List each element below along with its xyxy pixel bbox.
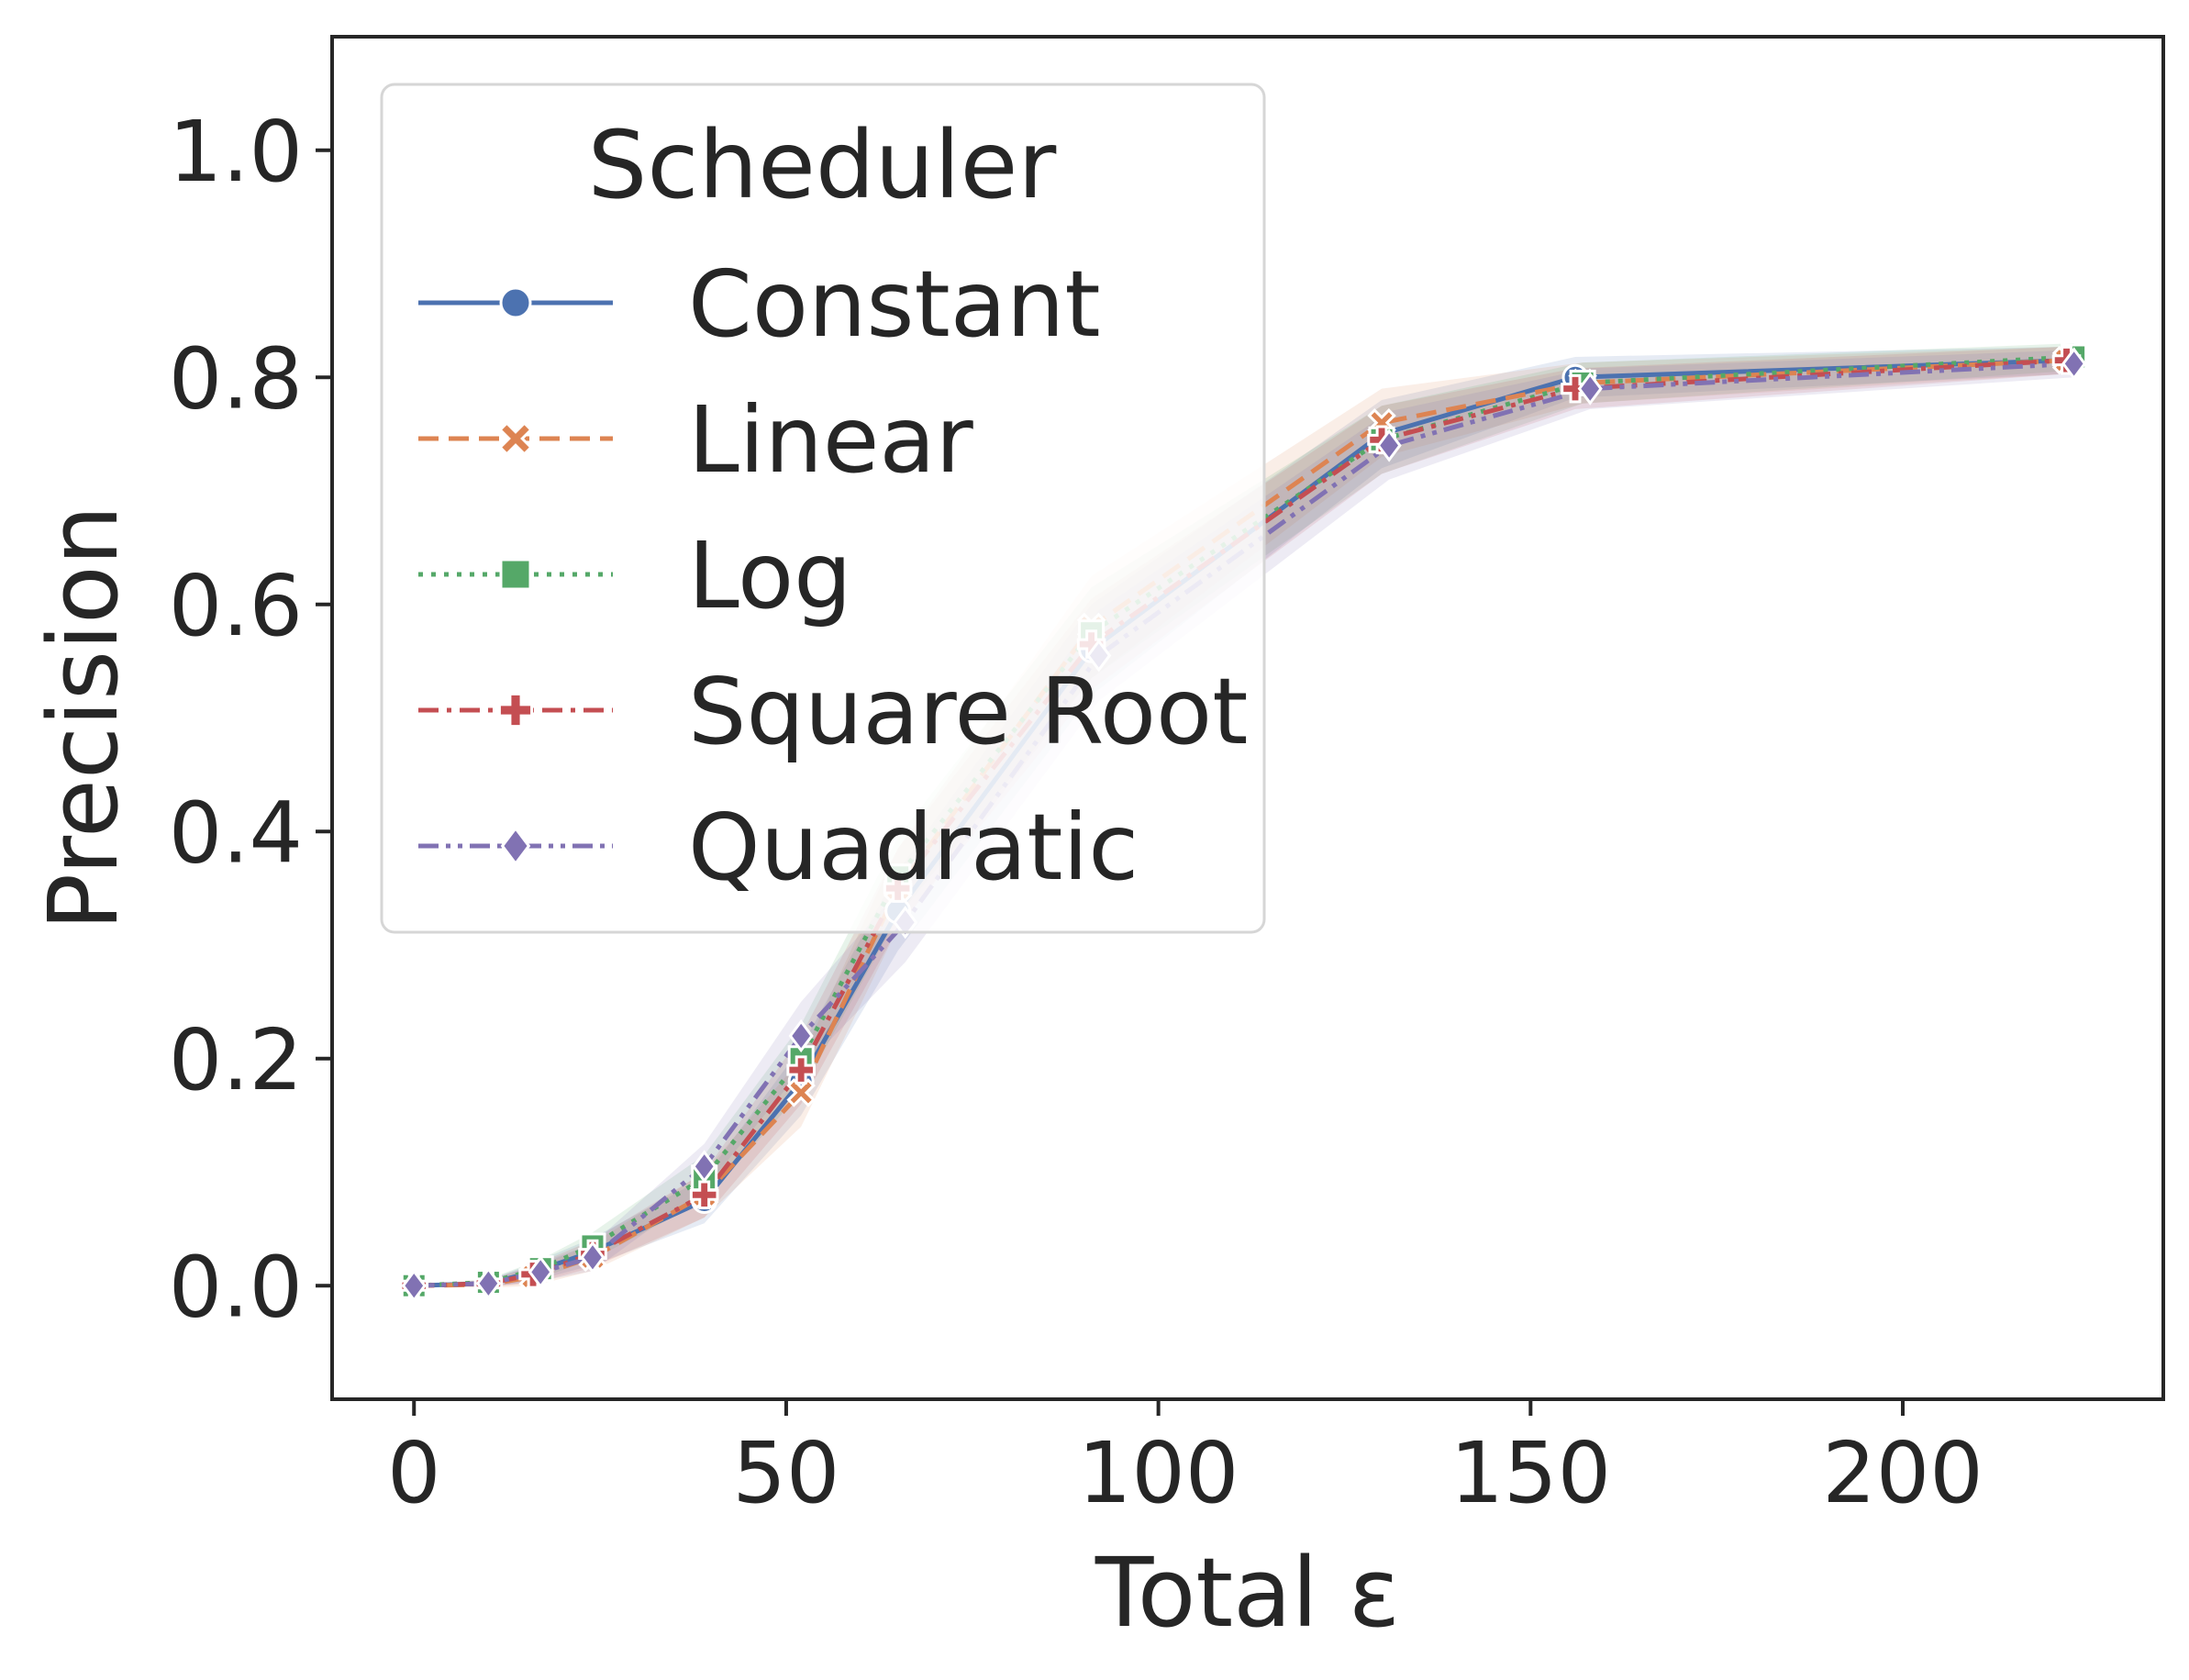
point-square-root [689, 1180, 719, 1210]
legend-item-square-root: Square Root [418, 658, 1248, 765]
y-tick-label: 1.0 [169, 103, 303, 201]
legend-item-constant: Constant [418, 250, 1101, 358]
legend-title: Scheduler [588, 111, 1057, 220]
y-tick-label: 0.6 [169, 557, 303, 655]
point-quadratic [528, 1255, 553, 1289]
point-quadratic [401, 1269, 427, 1303]
y-axis-title: Precision [28, 505, 139, 930]
y-tick-label: 0.0 [169, 1238, 303, 1336]
legend-item-linear: Linear [418, 386, 974, 494]
point-quadratic [1376, 428, 1402, 462]
legend: Scheduler Constant Linear Log Square Root Qu… [380, 83, 1266, 934]
legend-entries: Constant Linear Log Square Root Quadratic [418, 250, 1248, 901]
y-axis-ticks: 0.0 0.2 0.4 0.6 0.8 1.0 [169, 103, 332, 1336]
legend-label-quadratic: Quadratic [688, 794, 1139, 901]
legend-marker-square-root [497, 692, 534, 729]
band-linear [414, 346, 2067, 1288]
legend-label-log: Log [688, 522, 852, 629]
point-quadratic [475, 1266, 501, 1300]
x-tick-label: 50 [732, 1424, 839, 1522]
x-axis-title: Total ε [1094, 1537, 1400, 1649]
y-tick-label: 0.4 [169, 784, 303, 882]
plot-frame [330, 35, 2165, 1401]
point-linear [786, 1078, 816, 1107]
legend-marker-quadratic [500, 826, 531, 866]
point-quadratic [788, 1018, 814, 1053]
y-tick-label: 0.2 [169, 1011, 303, 1109]
legend-label-constant: Constant [688, 250, 1101, 358]
legend-label-square-root: Square Root [688, 658, 1248, 765]
x-tick-label: 100 [1078, 1424, 1239, 1522]
legend-box [380, 83, 1266, 934]
point-quadratic [2061, 347, 2087, 381]
point-quadratic [580, 1241, 606, 1274]
x-tick-label: 150 [1450, 1424, 1612, 1522]
band-square-root [414, 346, 2067, 1287]
x-tick-label: 0 [387, 1424, 441, 1522]
x-axis-ticks: 0 50 100 150 200 [387, 1399, 1983, 1522]
legend-label-linear: Linear [688, 386, 974, 494]
point-quadratic [692, 1150, 717, 1184]
point-square-root [786, 1055, 816, 1085]
point-square-root [1561, 373, 1590, 404]
point-quadratic [1577, 372, 1603, 406]
legend-marker-linear [498, 421, 533, 456]
band-constant [414, 346, 2067, 1287]
x-tick-label: 200 [1822, 1424, 1983, 1522]
legend-item-quadratic: Quadratic [418, 794, 1139, 901]
legend-item-log: Log [418, 522, 852, 629]
legend-marker-log [499, 558, 532, 591]
legend-marker-constant [499, 286, 532, 319]
y-tick-label: 0.8 [169, 329, 303, 428]
